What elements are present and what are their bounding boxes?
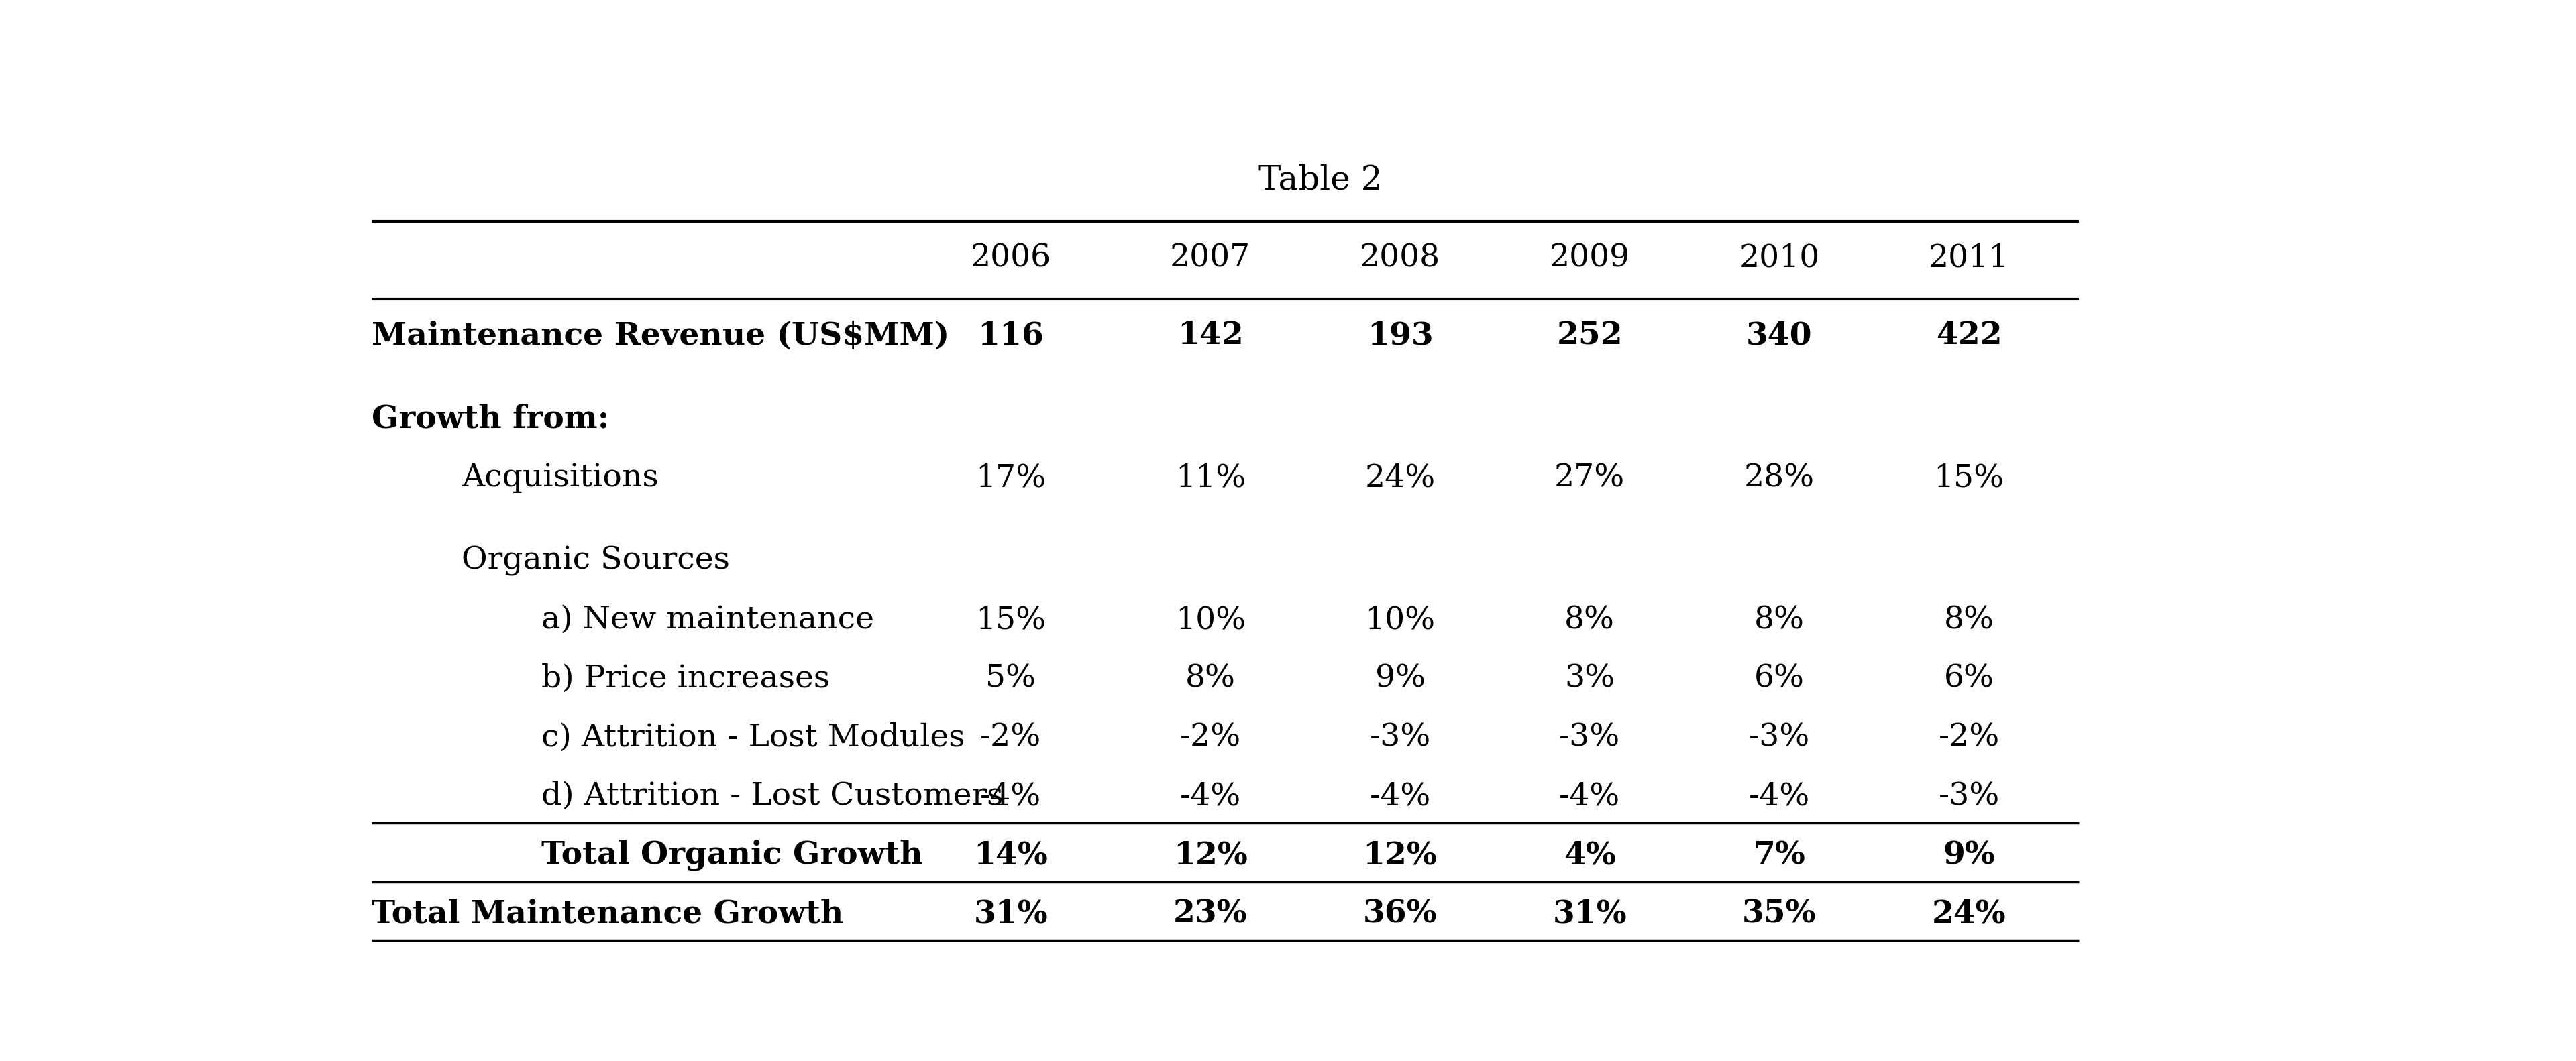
Text: Acquisitions: Acquisitions — [461, 463, 659, 493]
Text: 10%: 10% — [1175, 605, 1247, 636]
Text: -2%: -2% — [1180, 723, 1242, 752]
Text: 8%: 8% — [1564, 605, 1615, 636]
Text: -4%: -4% — [1180, 781, 1242, 812]
Text: Organic Sources: Organic Sources — [461, 546, 729, 576]
Text: -2%: -2% — [979, 723, 1041, 752]
Text: d) Attrition - Lost Customers: d) Attrition - Lost Customers — [541, 781, 1005, 812]
Text: -3%: -3% — [1558, 723, 1620, 752]
Text: 23%: 23% — [1172, 899, 1247, 929]
Text: 4%: 4% — [1564, 840, 1615, 871]
Text: 116: 116 — [979, 320, 1043, 351]
Text: 8%: 8% — [1945, 605, 1994, 636]
Text: 14%: 14% — [974, 840, 1048, 871]
Text: Total Organic Growth: Total Organic Growth — [541, 839, 922, 871]
Text: 17%: 17% — [976, 463, 1046, 493]
Text: c) Attrition - Lost Modules: c) Attrition - Lost Modules — [541, 723, 966, 752]
Text: a) New maintenance: a) New maintenance — [541, 605, 873, 636]
Text: 9%: 9% — [1376, 663, 1425, 694]
Text: 2011: 2011 — [1929, 243, 2009, 274]
Text: 2007: 2007 — [1170, 243, 1252, 274]
Text: 2009: 2009 — [1548, 243, 1631, 274]
Text: -3%: -3% — [1370, 723, 1430, 752]
Text: -2%: -2% — [1937, 723, 1999, 752]
Text: -4%: -4% — [979, 781, 1041, 812]
Text: 193: 193 — [1368, 320, 1432, 351]
Text: 36%: 36% — [1363, 899, 1437, 929]
Text: 15%: 15% — [1935, 463, 2004, 493]
Text: 27%: 27% — [1553, 463, 1625, 493]
Text: -3%: -3% — [1937, 781, 1999, 812]
Text: 252: 252 — [1556, 320, 1623, 351]
Text: Maintenance Revenue (US$MM): Maintenance Revenue (US$MM) — [371, 320, 951, 351]
Text: 7%: 7% — [1754, 840, 1806, 871]
Text: 10%: 10% — [1365, 605, 1435, 636]
Text: -4%: -4% — [1370, 781, 1430, 812]
Text: 28%: 28% — [1744, 463, 1814, 493]
Text: Table 2: Table 2 — [1257, 163, 1383, 197]
Text: b) Price increases: b) Price increases — [541, 663, 829, 694]
Text: 3%: 3% — [1564, 663, 1615, 694]
Text: -4%: -4% — [1749, 781, 1811, 812]
Text: 2010: 2010 — [1739, 243, 1819, 274]
Text: -4%: -4% — [1558, 781, 1620, 812]
Text: 31%: 31% — [1553, 899, 1628, 929]
Text: 8%: 8% — [1754, 605, 1806, 636]
Text: 340: 340 — [1747, 320, 1814, 351]
Text: 31%: 31% — [974, 899, 1048, 929]
Text: 24%: 24% — [1365, 463, 1435, 493]
Text: 6%: 6% — [1945, 663, 1994, 694]
Text: 35%: 35% — [1741, 899, 1816, 929]
Text: 12%: 12% — [1172, 840, 1247, 871]
Text: 422: 422 — [1937, 320, 2002, 351]
Text: 12%: 12% — [1363, 840, 1437, 871]
Text: 15%: 15% — [976, 605, 1046, 636]
Text: 8%: 8% — [1185, 663, 1236, 694]
Text: 24%: 24% — [1932, 899, 2007, 929]
Text: 2008: 2008 — [1360, 243, 1440, 274]
Text: 11%: 11% — [1175, 463, 1247, 493]
Text: 6%: 6% — [1754, 663, 1806, 694]
Text: 5%: 5% — [987, 663, 1036, 694]
Text: -3%: -3% — [1749, 723, 1811, 752]
Text: Growth from:: Growth from: — [371, 403, 611, 434]
Text: 142: 142 — [1177, 320, 1244, 351]
Text: Total Maintenance Growth: Total Maintenance Growth — [371, 899, 845, 929]
Text: 2006: 2006 — [971, 243, 1051, 274]
Text: 9%: 9% — [1942, 840, 1994, 871]
